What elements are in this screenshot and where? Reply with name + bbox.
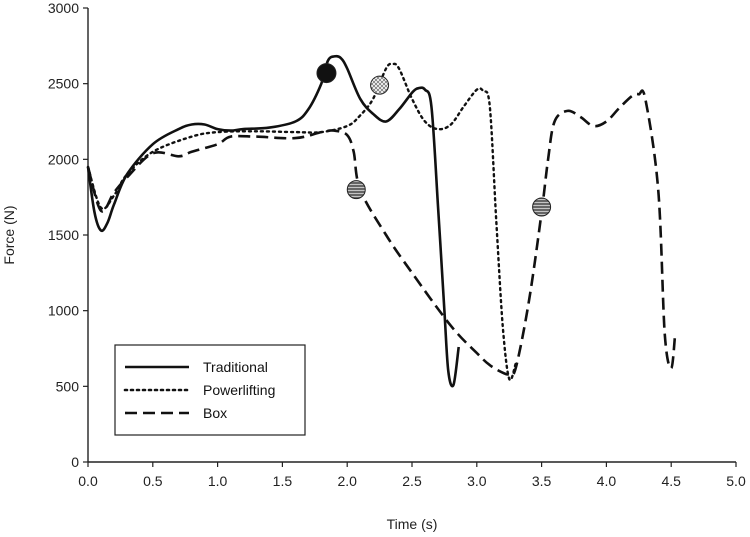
y-tick-label: 1500: [48, 227, 79, 243]
y-tick-label: 500: [56, 378, 80, 394]
marker-powerlifting: [370, 75, 390, 95]
x-tick-label: 1.5: [273, 473, 293, 489]
marker-box: [532, 197, 552, 217]
x-tick-label: 4.0: [597, 473, 617, 489]
series-line-box: [86, 89, 677, 377]
x-tick-label: 0.5: [143, 473, 163, 489]
x-axis-title: Time (s): [387, 516, 438, 532]
legend-label-traditional: Traditional: [203, 359, 268, 375]
y-tick-label: 2000: [48, 151, 79, 167]
x-tick-label: 1.0: [208, 473, 228, 489]
y-tick-label: 0: [71, 454, 79, 470]
x-tick-label: 3.5: [532, 473, 552, 489]
y-tick-label: 1000: [48, 303, 79, 319]
x-tick-label: 2.0: [337, 473, 357, 489]
legend-label-powerlifting: Powerlifting: [203, 382, 275, 398]
x-tick-label: 0.0: [78, 473, 98, 489]
x-tick-label: 5.0: [726, 473, 746, 489]
x-tick-label: 4.5: [661, 473, 681, 489]
marker-box: [346, 180, 366, 200]
x-tick-label: 2.5: [402, 473, 422, 489]
series-lines: [86, 54, 677, 388]
x-tick-label: 3.0: [467, 473, 487, 489]
phase-markers: [316, 63, 552, 217]
series-line-powerlifting: [86, 62, 517, 382]
y-tick-label: 2500: [48, 76, 79, 92]
x-axis-ticks: 0.0 0.5 1.0 1.5 2.0 2.5 3.0 3.5 4.0 4.5 5.0: [78, 462, 746, 489]
marker-traditional: [316, 63, 337, 84]
y-axis-title: Force (N): [1, 205, 17, 264]
series-line-traditional: [86, 54, 460, 388]
legend: Traditional Powerlifting Box: [114, 344, 306, 436]
legend-box: [114, 344, 306, 436]
legend-label-box: Box: [203, 405, 227, 421]
y-axis-ticks: 0 500 1000 1500 2000 2500 3000: [48, 0, 88, 470]
y-tick-label: 3000: [48, 0, 79, 16]
